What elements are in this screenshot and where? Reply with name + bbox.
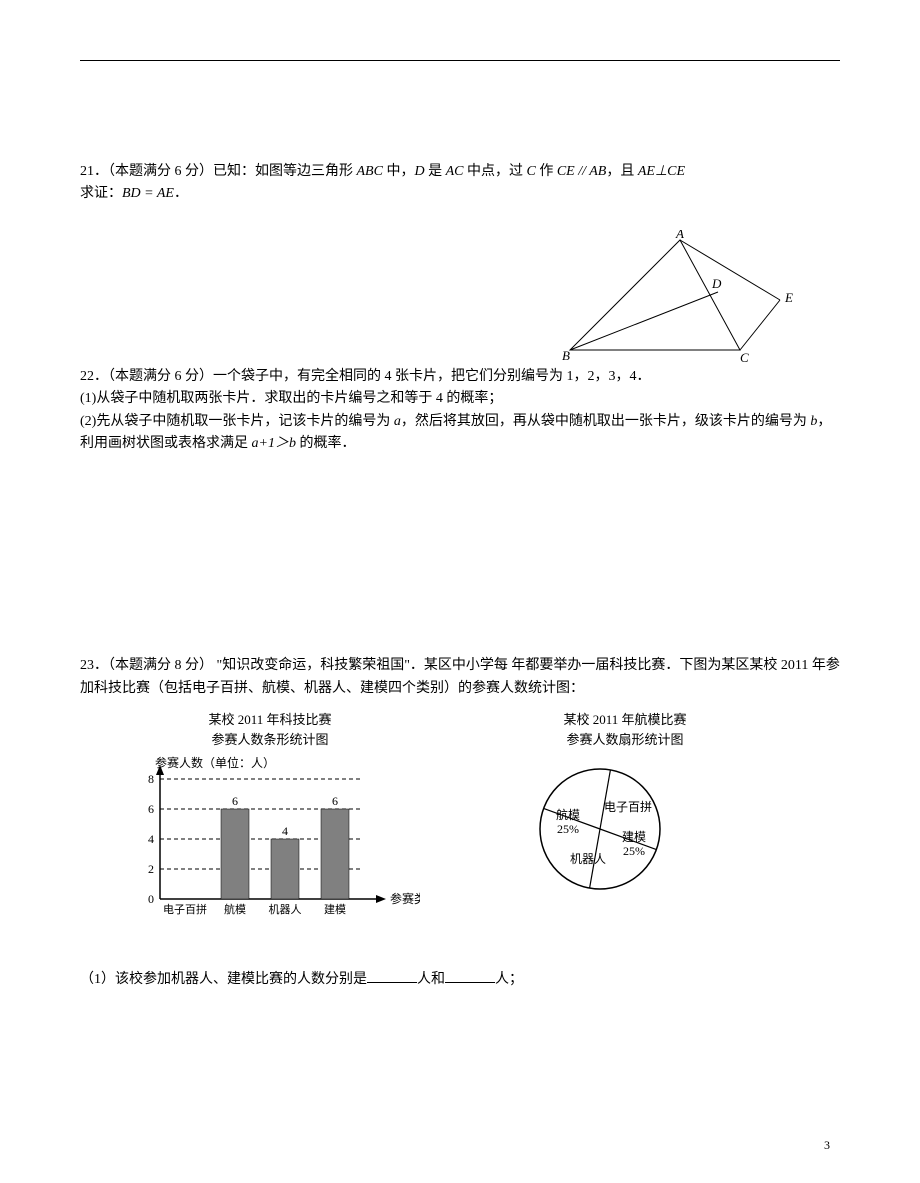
svg-text:6: 6 — [232, 794, 238, 808]
svg-text:机器人: 机器人 — [570, 852, 606, 866]
svg-text:4: 4 — [282, 824, 288, 838]
p21-suffix: ． — [174, 186, 188, 201]
p22-ineq: a+1＞b — [252, 436, 296, 451]
svg-text:建模: 建模 — [324, 902, 346, 916]
problem-23: 23．（本题满分 8 分） "知识改变命运，科技繁荣祖国"．某区中小学每 年都要… — [80, 655, 840, 991]
vertex-D: D — [711, 276, 722, 291]
p21-mid1: 中， — [383, 164, 415, 179]
triangle-figure: A B C D E — [560, 230, 800, 370]
svg-text:25%: 25% — [557, 822, 579, 836]
vertex-E: E — [784, 290, 793, 305]
problem-22: 22．（本题满分 6 分）一个袋子中，有完全相同的 4 张卡片，把它们分别编号为… — [80, 366, 840, 456]
p22-l3a: (2)先从袋子中随机取一张卡片，记该卡片的编号为 — [80, 414, 394, 429]
bar-title1: 某校 2011 年科技比赛 — [120, 710, 420, 730]
p22-l3d: 的概率． — [296, 436, 356, 451]
p21-c: C — [526, 164, 535, 179]
p23-q1: （1）该校参加机器人、建模比赛的人数分别是 人和 人； — [80, 968, 840, 991]
p22-line3: (2)先从袋子中随机取一张卡片，记该卡片的编号为 a，然后将其放回，再从袋中随机… — [80, 411, 840, 456]
svg-text:参赛类别: 参赛类别 — [390, 891, 420, 906]
p22-avar: a — [394, 414, 401, 429]
vertex-A: A — [675, 230, 684, 241]
p21-abc: ABC — [357, 164, 383, 179]
p21-text: 21．（本题满分 6 分）已知：如图等边三角形 — [80, 164, 357, 179]
pie-chart-block: 某校 2011 年航模比赛 参赛人数扇形统计图 电子百拼航模25%机器人建模25… — [500, 710, 750, 937]
p22-l3b: ，然后将其放回，再从袋中随机取出一张卡片，级该卡片的编号为 — [401, 414, 811, 429]
q1-a: （1）该校参加机器人、建模比赛的人数分别是 — [80, 972, 367, 987]
svg-text:航模: 航模 — [224, 902, 246, 916]
svg-text:电子百拼: 电子百拼 — [163, 902, 207, 916]
bar-chart-svg: 参赛人数（单位：人） 0 2 4 6 8 参赛类别电子百拼 6 航模 4 机器人 6 建模 — [120, 749, 420, 929]
bar-chart-block: 某校 2011 年科技比赛 参赛人数条形统计图 参赛人数（单位：人）02468参… — [120, 710, 420, 937]
svg-text:参赛人数（单位：人）: 参赛人数（单位：人） — [155, 755, 275, 770]
p21-ce: CE // AB — [557, 164, 607, 179]
p21-perp: AE⊥CE — [638, 164, 685, 179]
bar-title2: 参赛人数条形统计图 — [120, 730, 420, 750]
p21-is: 是 — [425, 164, 446, 179]
p21-make: 作 — [536, 164, 557, 179]
svg-text:航模: 航模 — [556, 807, 580, 822]
spacer-3 — [80, 938, 840, 968]
svg-text:2: 2 — [148, 862, 154, 876]
p21-eq: BD = AE — [122, 186, 174, 201]
charts-row: 某校 2011 年科技比赛 参赛人数条形统计图 参赛人数（单位：人）02468参… — [120, 710, 840, 937]
q1-b: 人和 — [417, 972, 445, 987]
p21-prove: 求证： — [80, 186, 122, 201]
svg-text:4: 4 — [148, 832, 154, 846]
p21-and: ，且 — [606, 164, 638, 179]
p21-d: D — [414, 164, 424, 179]
q1-c: 人； — [495, 972, 523, 987]
svg-text:6: 6 — [332, 794, 338, 808]
svg-text:0: 0 — [148, 892, 154, 906]
svg-text:8: 8 — [148, 772, 154, 786]
vertex-C: C — [740, 350, 749, 365]
page-container: 21．（本题满分 6 分）已知：如图等边三角形 ABC 中，D 是 AC 中点，… — [0, 0, 920, 1183]
svg-text:机器人: 机器人 — [269, 902, 302, 916]
svg-text:25%: 25% — [623, 844, 645, 858]
svg-text:电子百拼: 电子百拼 — [604, 800, 652, 814]
p22-line2: (1)从袋子中随机取两张卡片．求取出的卡片编号之和等于 4 的概率； — [80, 388, 840, 410]
vertex-B: B — [562, 348, 570, 363]
pie-title2: 参赛人数扇形统计图 — [500, 730, 750, 750]
page-number: 3 — [824, 1138, 830, 1153]
svg-text:6: 6 — [148, 802, 154, 816]
pie-title1: 某校 2011 年航模比赛 — [500, 710, 750, 730]
pie-chart-svg: 电子百拼航模25%机器人建模25% — [500, 749, 700, 909]
top-rule — [80, 60, 840, 61]
p23-intro: 23．（本题满分 8 分） "知识改变命运，科技繁荣祖国"．某区中小学每 年都要… — [80, 655, 840, 700]
p21-ac: AC — [446, 164, 464, 179]
svg-text:建模: 建模 — [622, 830, 646, 844]
blank-2 — [445, 968, 495, 983]
problem-21: 21．（本题满分 6 分）已知：如图等边三角形 ABC 中，D 是 AC 中点，… — [80, 161, 840, 206]
spacer-2 — [80, 475, 840, 655]
blank-1 — [367, 968, 417, 983]
p21-midpt: 中点，过 — [463, 164, 526, 179]
